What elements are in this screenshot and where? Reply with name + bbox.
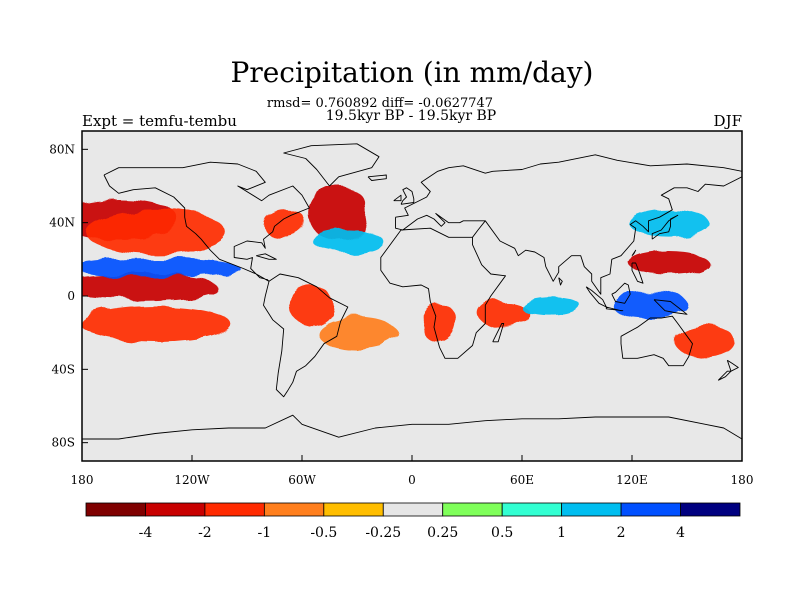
anomaly-region <box>261 207 306 238</box>
y-tick-label: 80N <box>49 142 75 156</box>
anomaly-region <box>82 274 217 299</box>
colorbar-swatch <box>442 502 503 517</box>
anomaly-region <box>519 295 580 316</box>
map-title: Precipitation (in mm/day) <box>231 56 594 89</box>
coastline <box>393 194 402 202</box>
axes: 180 120W 60W 0 60E 120E 180 80N 40N 0 40S 80S <box>49 142 753 487</box>
x-tick-label: 120W <box>174 473 210 487</box>
anomaly-region <box>308 185 369 242</box>
coastline <box>484 176 742 295</box>
anomaly-region <box>478 300 529 329</box>
x-tick-label: 60E <box>510 473 534 487</box>
anomaly-region <box>317 316 397 349</box>
colorbar: -4 -2 -1 -0.5 -0.25 0.25 0.5 1 2 4 <box>85 502 741 541</box>
colorbar-label: 0.5 <box>491 525 513 541</box>
anomaly-region <box>85 209 226 254</box>
experiment-label: Expt = temfu-tembu <box>82 112 237 130</box>
coastline <box>256 253 277 260</box>
colorbar-label: 4 <box>676 525 685 541</box>
colorbar-label: -0.25 <box>365 525 401 541</box>
anomaly-region <box>612 291 689 320</box>
colorbar-label: 0.25 <box>427 525 458 541</box>
colorbar-swatch <box>323 502 384 517</box>
coastline <box>620 315 693 367</box>
coastline <box>492 323 505 343</box>
coastline <box>82 414 742 440</box>
coastline <box>558 277 563 286</box>
anomaly-region <box>289 285 334 326</box>
anomaly-region <box>421 303 458 344</box>
coastline <box>631 262 644 284</box>
colorbar-swatch <box>263 502 325 517</box>
map-subtitle: 19.5kyr BP - 19.5kyr BP <box>326 108 496 124</box>
colorbar-swatch <box>85 502 146 517</box>
y-tick-label: 80S <box>52 436 76 450</box>
y-tick-label: 40N <box>49 216 75 230</box>
anomaly-region <box>82 258 241 279</box>
coastline <box>395 154 742 218</box>
x-tick-label: 0 <box>408 473 416 487</box>
x-tick-label: 180 <box>71 473 94 487</box>
colorbar-label: 1 <box>557 525 566 541</box>
colorbar-label: -1 <box>258 525 272 541</box>
colorbar-swatch <box>680 502 741 517</box>
coastline <box>367 174 387 181</box>
coastline <box>611 282 631 304</box>
colorbar-swatch <box>382 502 444 517</box>
coastline <box>283 143 380 187</box>
coastline <box>717 370 732 381</box>
coastline <box>380 213 506 359</box>
anomaly-region <box>675 325 736 358</box>
coastline <box>651 214 679 240</box>
anomaly-layer <box>82 185 736 358</box>
anomaly-region <box>312 229 383 253</box>
colorbar-label: -0.5 <box>310 525 337 541</box>
y-tick-label: 40S <box>52 362 76 376</box>
coastline <box>726 359 739 372</box>
coastline <box>103 161 310 282</box>
x-tick-label: 60W <box>288 473 316 487</box>
season-label: DJF <box>714 112 742 130</box>
colorbar-swatch <box>501 502 563 517</box>
colorbar-label: -4 <box>139 525 153 541</box>
colorbar-swatch <box>145 502 206 517</box>
anomaly-region <box>82 305 231 342</box>
colorbar-swatch <box>204 502 265 517</box>
anomaly-region <box>628 251 709 275</box>
coastline <box>631 249 637 257</box>
stats-line: rmsd= 0.760892 diff= -0.0627747 <box>267 96 493 111</box>
x-tick-label: 180 <box>731 473 754 487</box>
coastline <box>605 306 624 312</box>
colorbar-label: -2 <box>198 525 212 541</box>
coastline <box>263 273 349 398</box>
coastlines <box>82 143 742 440</box>
colorbar-swatch <box>561 502 622 517</box>
colorbar-label: 2 <box>617 525 626 541</box>
coastline <box>653 299 688 315</box>
coastline <box>400 187 415 205</box>
x-tick-label: 120E <box>616 473 648 487</box>
y-tick-label: 0 <box>67 289 75 303</box>
anomaly-region <box>628 208 709 237</box>
colorbar-swatch <box>620 502 681 517</box>
